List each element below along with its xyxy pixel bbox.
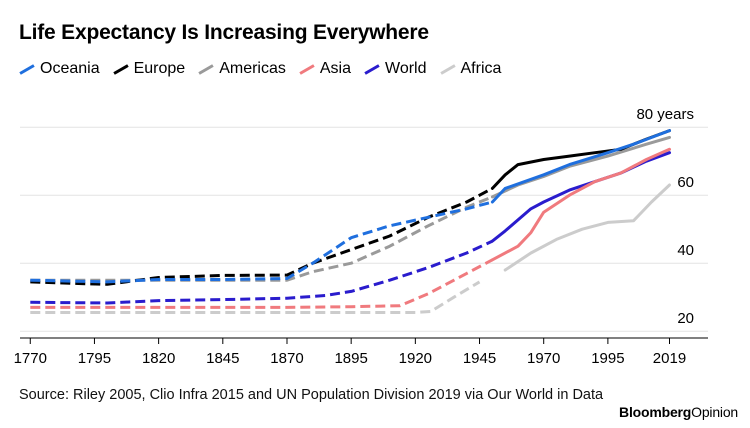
x-tick-label-1845: 1845 [206,350,239,367]
series-line-oceania [490,129,671,204]
x-tick-label-1945: 1945 [463,350,496,367]
series-line-americas-dashed [30,195,493,282]
y-tick-label-40: 40 [677,242,694,259]
x-tick-label-1795: 1795 [78,350,111,367]
legend-item-americas: Americas [198,60,286,78]
series-line-africa [503,183,671,272]
legend-label-africa: Africa [460,60,502,77]
legend-label-asia: Asia [319,60,351,77]
legend: Oceania Europe Americas Asia World Africa [19,60,514,78]
brand-logo: BloombergOpinion [619,404,738,420]
source-note: Source: Riley 2005, Clio Infra 2015 and … [19,387,604,403]
brand-name: Bloomberg [619,404,692,420]
legend-item-africa: Africa [439,60,502,78]
series-line-africa-dashed [30,280,481,314]
x-tick-label-1995: 1995 [591,350,624,367]
legend-item-world: World [364,60,427,78]
legend-item-asia: Asia [299,60,351,78]
chart-title: Life Expectancy Is Increasing Everywhere [19,21,429,44]
series-line-asia [490,147,671,262]
legend-item-oceania: Oceania [19,60,100,78]
legend-label-americas: Americas [219,60,286,77]
legend-item-europe: Europe [112,60,186,78]
x-tick-label-1770: 1770 [14,350,47,367]
series-line-world-dashed [30,239,494,305]
x-tick-label-1820: 1820 [142,350,175,367]
legend-label-europe: Europe [133,60,186,77]
series-line-world [490,151,671,243]
series-line-asia-dashed [30,258,494,309]
legend-label-oceania: Oceania [40,60,100,77]
x-tick-label-1920: 1920 [399,350,432,367]
x-tick-label-2019: 2019 [653,350,686,367]
legend-label-world: World [385,60,427,77]
x-tick-label-1870: 1870 [270,350,303,367]
y-tick-label-20: 20 [677,310,694,327]
y-tick-label-60: 60 [677,174,694,191]
x-tick-label-1970: 1970 [527,350,560,367]
x-tick-label-1895: 1895 [334,350,367,367]
brand-suffix: Opinion [691,404,738,420]
y-tick-label-80: 80 years [636,106,694,123]
series-line-oceania-dashed [30,200,493,284]
